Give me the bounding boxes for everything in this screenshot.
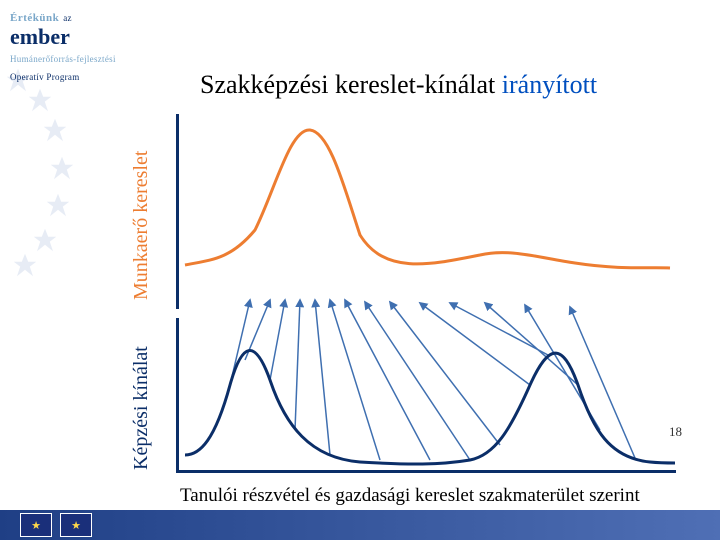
- footer-strip: [0, 510, 720, 540]
- logo-sub2: Operatív Program: [10, 72, 80, 82]
- eu-flag-icon: ★: [20, 513, 52, 537]
- x-axis-label: Tanulói részvétel és gazdasági kereslet …: [180, 485, 640, 507]
- logo-main: ember: [10, 24, 70, 49]
- eu-flag-icon: ★: [60, 513, 92, 537]
- logo-accent: Értékünk: [10, 12, 59, 24]
- logo-sub1: Humánerőforrás-fejlesztési: [10, 54, 116, 64]
- demand-supply-diagram: Munkaerő kereslet Képzési kínálat Tanuló…: [130, 110, 690, 480]
- program-logo: Értékünk az ember Humánerőforrás-fejlesz…: [10, 8, 230, 68]
- page-number: 18: [669, 424, 682, 440]
- logo-smallword: az: [63, 13, 72, 23]
- title-plain: Szakképzési kereslet-kínálat: [200, 70, 502, 99]
- title-highlight: irányított: [502, 70, 597, 99]
- slide-title: Szakképzési kereslet-kínálat irányított: [200, 70, 710, 100]
- chart-svg: [130, 110, 690, 480]
